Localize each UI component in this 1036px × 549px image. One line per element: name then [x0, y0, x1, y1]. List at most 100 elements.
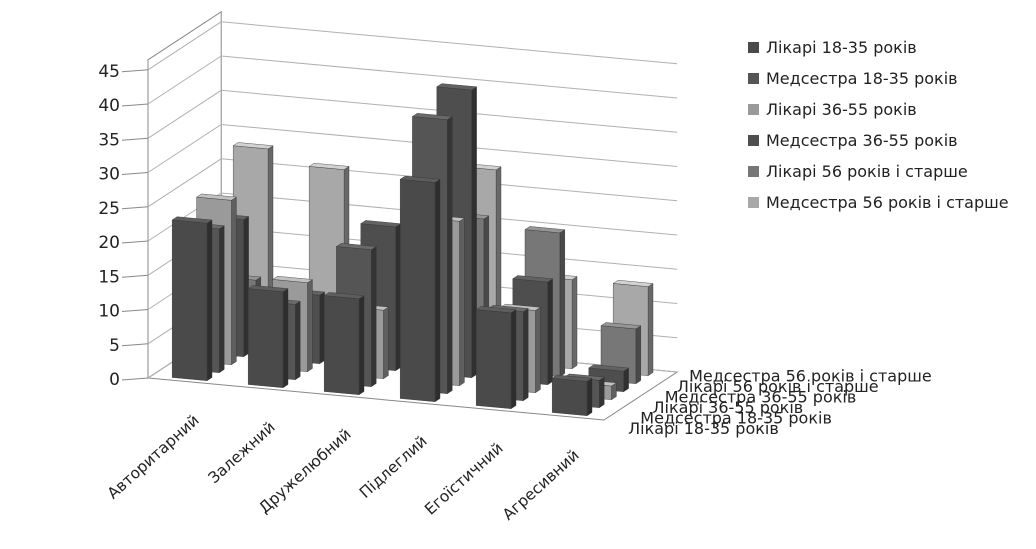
tick-mark: [121, 274, 149, 278]
legend-swatch: [748, 135, 759, 146]
gridline: [147, 123, 678, 173]
bar-top: [588, 364, 630, 372]
legend-swatch: [748, 104, 759, 115]
bar-top: [475, 306, 517, 314]
legend-label: Лікарі 36-55 років: [766, 100, 917, 119]
tick-mark: [121, 377, 149, 381]
bar-side: [559, 229, 565, 378]
bar-top: [323, 292, 365, 300]
bar-side: [535, 306, 541, 394]
gridline: [147, 158, 678, 208]
bar-front: [552, 377, 588, 416]
bar-front: [324, 295, 360, 395]
bar-top: [512, 275, 554, 283]
y-tick-label: 45: [98, 62, 120, 82]
bar-side: [523, 308, 529, 402]
y-tick-label: 0: [109, 370, 120, 390]
gridline: [147, 89, 678, 139]
category-label: Авторитарний: [104, 411, 203, 503]
gridline: [147, 55, 678, 105]
bar-top: [272, 275, 313, 283]
series-axis-label: Медсестра 56 років і старше: [689, 367, 932, 386]
bar-side: [547, 278, 553, 386]
legend-swatch: [748, 197, 759, 208]
bar-front: [400, 179, 436, 402]
bar: [475, 306, 517, 410]
legend-swatch: [748, 42, 759, 53]
y-tick-label: 25: [98, 199, 120, 219]
tick-mark: [121, 240, 149, 244]
bar-side: [231, 196, 237, 366]
bar-side: [623, 367, 629, 393]
category-label: Підлеглий: [356, 432, 431, 502]
legend-label: Лікарі 56 років і старше: [766, 162, 968, 181]
series-axis-label: Лікарі 18-35 років: [628, 419, 779, 438]
bar-side: [243, 216, 249, 358]
y-tick-label: 15: [98, 267, 120, 287]
bar-top: [335, 243, 377, 250]
legend-label: Лікарі 18-35 років: [766, 38, 917, 57]
y-tick-label: 20: [98, 233, 120, 253]
bar-side: [459, 217, 465, 387]
legend-swatch: [748, 166, 759, 177]
bar-side: [647, 283, 654, 377]
bar-top: [232, 142, 274, 150]
bar-side: [635, 325, 641, 385]
bar-side: [571, 276, 578, 370]
legend-swatch: [748, 73, 759, 84]
y-tick-label: 35: [98, 130, 120, 150]
bar-side: [206, 219, 213, 382]
y-axis-ticks: 0 5 10 15 20 25 30 35 40 45: [98, 62, 149, 390]
bar-front: [247, 288, 284, 388]
bar-top: [196, 193, 237, 201]
tick-mark: [121, 172, 149, 175]
bar-side: [319, 291, 325, 365]
bar-side: [282, 288, 289, 389]
tick-mark: [121, 206, 149, 210]
bar-side: [447, 116, 453, 395]
bar-side: [434, 178, 441, 403]
bar: [399, 175, 441, 403]
bar-side: [358, 295, 365, 396]
legend-label: Медсестра 36-55 років: [766, 131, 958, 150]
bar-side: [295, 300, 301, 381]
bar-side: [219, 225, 225, 374]
bar: [323, 292, 365, 396]
legend: Лікарі 18-35 років Медсестра 18-35 років Л…: [748, 38, 1009, 212]
legend-label: Медсестра 18-35 років: [766, 69, 958, 88]
bar: [171, 216, 213, 382]
bar-front: [476, 309, 512, 409]
bar-top: [247, 285, 289, 293]
category-label: Залежний: [205, 418, 279, 487]
bar-side: [471, 86, 477, 379]
tick-mark: [121, 309, 149, 312]
bar-side: [371, 246, 377, 388]
tick-mark: [121, 137, 149, 141]
gridline: [147, 21, 678, 71]
tick-mark: [121, 69, 149, 73]
series-axis-label: Лікарі 56 років і старше: [677, 377, 879, 396]
legend-label: Медсестра 56 років і старше: [766, 193, 1009, 212]
bar: [247, 285, 289, 389]
series-axis-label: Медсестра 18-35 років: [640, 409, 832, 428]
bar-top: [411, 113, 453, 120]
bar-top: [436, 83, 478, 91]
bar-side: [599, 376, 605, 409]
y-tick-label: 5: [109, 336, 120, 356]
bar-top: [399, 175, 441, 183]
bars: [171, 83, 654, 417]
bar-top: [551, 374, 593, 382]
category-label: Егоїстичний: [421, 439, 506, 518]
bar-top: [308, 162, 350, 170]
bar-side: [510, 309, 517, 410]
y-tick-label: 30: [98, 165, 120, 185]
bar-top: [600, 322, 642, 330]
bar-side: [395, 223, 401, 372]
bar-side: [383, 306, 389, 380]
y-tick-label: 40: [98, 96, 120, 116]
bar-top: [612, 279, 654, 287]
bar-side: [586, 377, 593, 417]
